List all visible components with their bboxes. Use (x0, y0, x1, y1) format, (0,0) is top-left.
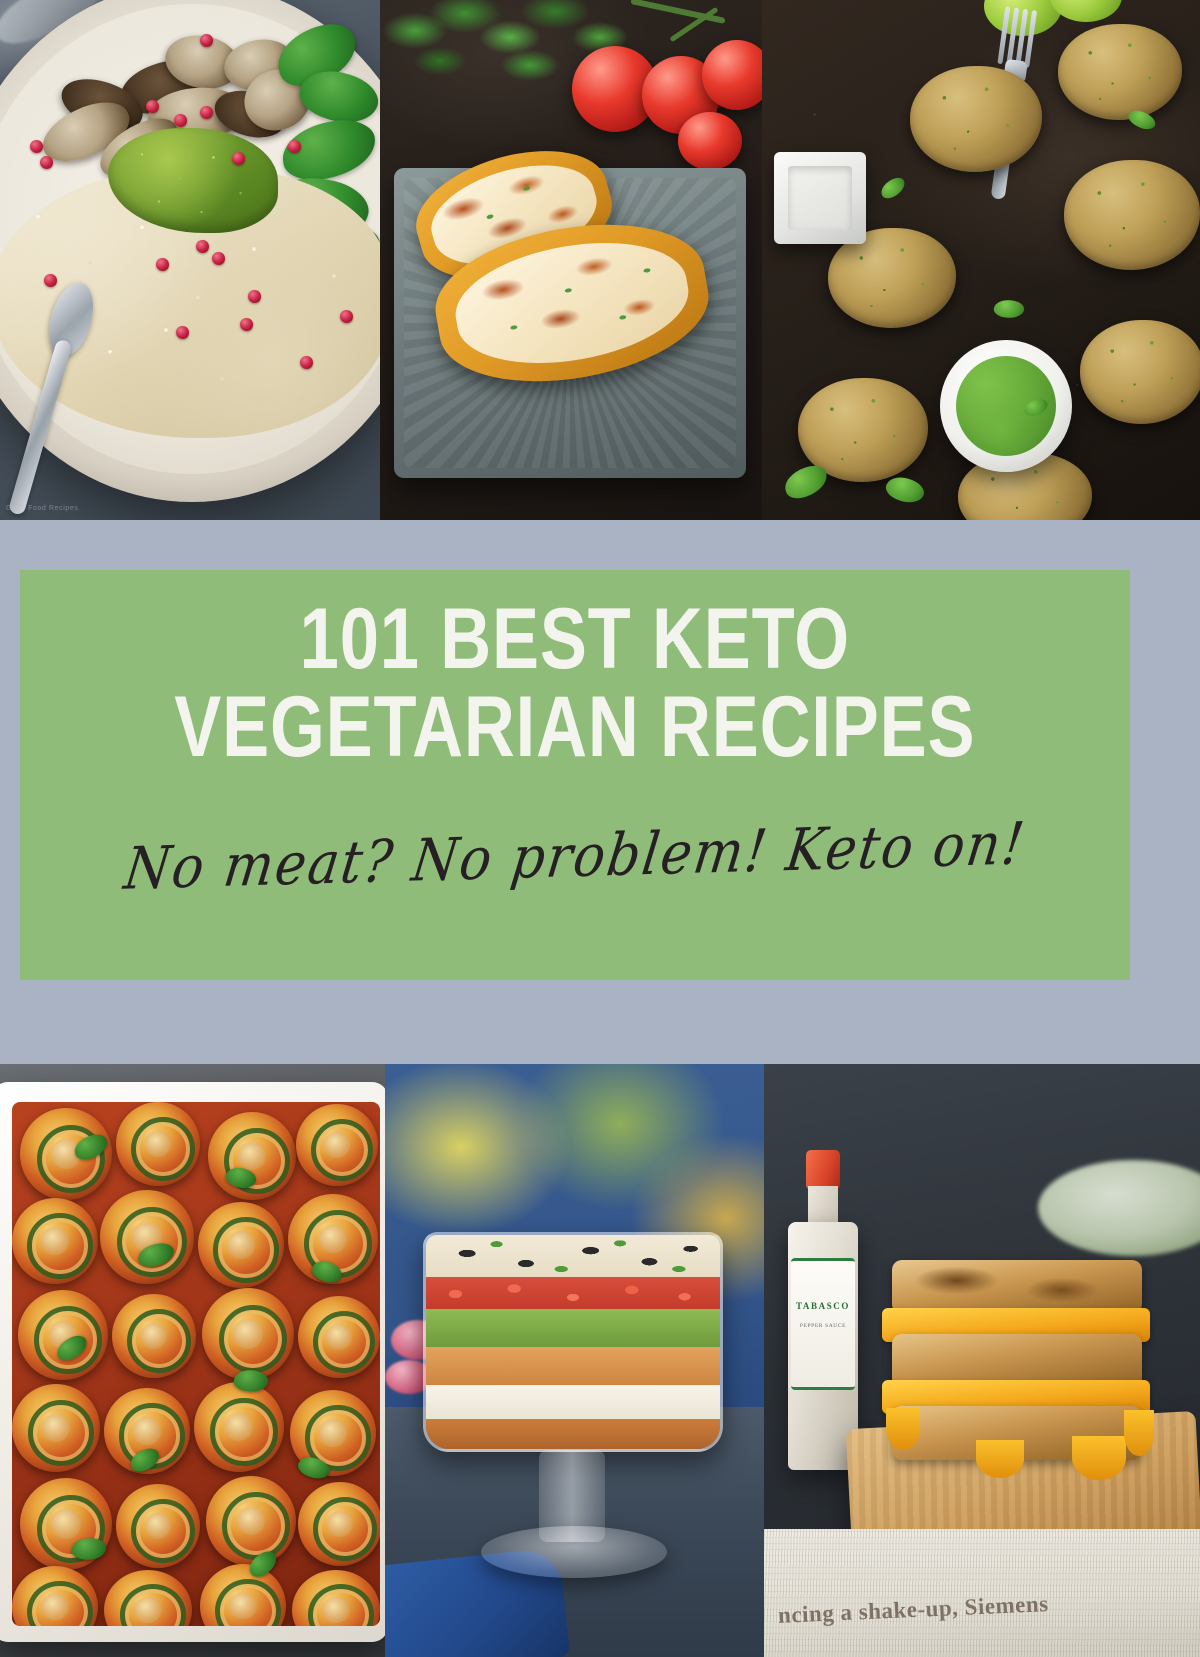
bottle-label-brand: TABASCO (795, 1301, 851, 1311)
zucchini-fritter (798, 378, 928, 482)
zucchini-fritter (828, 228, 956, 328)
photo-zucchini-fritters[interactable] (762, 0, 1200, 520)
dip-layer-tomatoes (426, 1277, 720, 1311)
pomegranate-seed (300, 356, 313, 369)
trifle-bowl (423, 1232, 723, 1452)
zucchini-roll (208, 1112, 296, 1200)
dip-layer-beans (426, 1419, 720, 1449)
zucchini-roll (198, 1202, 284, 1288)
cheese-drip (1072, 1436, 1126, 1480)
dip-layer-salsa (426, 1347, 720, 1387)
zucchini-roll (18, 1290, 108, 1380)
bottle-label-sub: PEPPER SAUCE (799, 1323, 847, 1329)
zucchini-roll (298, 1296, 380, 1378)
pomegranate-seed (212, 252, 225, 265)
newspaper: ncing a shake-up, Siemens (764, 1529, 1200, 1657)
bottle-cap (806, 1150, 840, 1190)
cheese-drip (1124, 1410, 1154, 1456)
zucchini-roll (116, 1102, 200, 1186)
zucchini-roll (202, 1288, 294, 1380)
bottle-label: TABASCO PEPPER SAUCE (791, 1258, 855, 1390)
photo-row-top: Good Food Recipes (0, 0, 1200, 520)
dip-layer-sour-cream (426, 1385, 720, 1421)
tabasco-bottle: TABASCO PEPPER SAUCE (782, 1150, 864, 1470)
photo-cauliflower-rice-bowl[interactable]: Good Food Recipes (0, 0, 380, 520)
pomegranate-seed (174, 114, 187, 127)
zucchini-roll (100, 1190, 194, 1284)
photo-spaghetti-squash-boats[interactable] (380, 0, 762, 520)
zucchini-fritter (1080, 320, 1200, 424)
pomegranate-seed (240, 318, 253, 331)
zucchini-roll (12, 1566, 98, 1626)
dip-layer-guacamole (426, 1309, 720, 1349)
zucchini-roll (206, 1476, 296, 1566)
zucchini-roll (112, 1294, 196, 1378)
pomegranate-seed (40, 156, 53, 169)
photo-zucchini-lasagna-rolls[interactable] (0, 1064, 385, 1657)
tagline: No meat? No problem! Keto on! (120, 811, 1030, 904)
photo-keto-grilled-cheese[interactable]: TABASCO PEPPER SAUCE ncing a shake-up, S… (764, 1064, 1200, 1657)
pomegranate-seed (248, 290, 261, 303)
blurred-green-bowl (1038, 1160, 1200, 1256)
pomegranate-seed (156, 258, 169, 271)
tomato (678, 112, 742, 170)
pomegranate-seed (176, 326, 189, 339)
zucchini-roll (104, 1570, 192, 1626)
bread-slice (892, 1260, 1142, 1314)
zucchini-roll (200, 1564, 286, 1626)
zucchini-fritter (1058, 24, 1182, 120)
sandwich-stack (882, 1260, 1154, 1480)
newspaper-body-text (764, 1529, 1200, 1657)
bowl-foot (481, 1526, 667, 1578)
dip-layer-cheese-olives (426, 1235, 720, 1281)
pomegranate-seed (288, 140, 301, 153)
bread-slice (892, 1334, 1142, 1388)
pomegranate-seed (200, 106, 213, 119)
pomegranate-seed (340, 310, 353, 323)
zucchini-roll (298, 1482, 380, 1566)
zucchini-roll (292, 1570, 380, 1626)
tomato (702, 40, 762, 110)
herb-bowl (940, 340, 1072, 472)
pomegranate-seed (232, 152, 245, 165)
photo-row-bottom: TABASCO PEPPER SAUCE ncing a shake-up, S… (0, 1064, 1200, 1657)
pomegranate-seed (30, 140, 43, 153)
bottle-neck (808, 1186, 838, 1228)
pomegranate-seed (200, 34, 213, 47)
cheese-drip (886, 1408, 920, 1450)
zucchini-roll (12, 1198, 98, 1284)
zucchini-roll (296, 1104, 378, 1186)
title-banner: 101 BEST KETO VEGETARIAN RECIPES No meat… (20, 570, 1130, 980)
pomegranate-seed (146, 100, 159, 113)
marinara-bed (12, 1102, 380, 1626)
pomegranate-seed (196, 240, 209, 253)
cheese-drip (976, 1440, 1024, 1478)
zucchini-roll (116, 1484, 200, 1568)
sauce-dish (774, 152, 866, 244)
zucchini-fritter (910, 66, 1042, 172)
pomegranate-seed (44, 274, 57, 287)
page-title: 101 BEST KETO VEGETARIAN RECIPES (174, 591, 976, 775)
photo-seven-layer-dip[interactable] (385, 1064, 764, 1657)
zucchini-fritter (1064, 160, 1200, 270)
zucchini-roll (194, 1382, 284, 1472)
photo-watermark: Good Food Recipes (6, 505, 79, 512)
zucchini-roll (12, 1384, 100, 1472)
pesto-scoop (108, 128, 278, 233)
lime-wedge (1050, 0, 1122, 22)
radish (385, 1360, 433, 1394)
